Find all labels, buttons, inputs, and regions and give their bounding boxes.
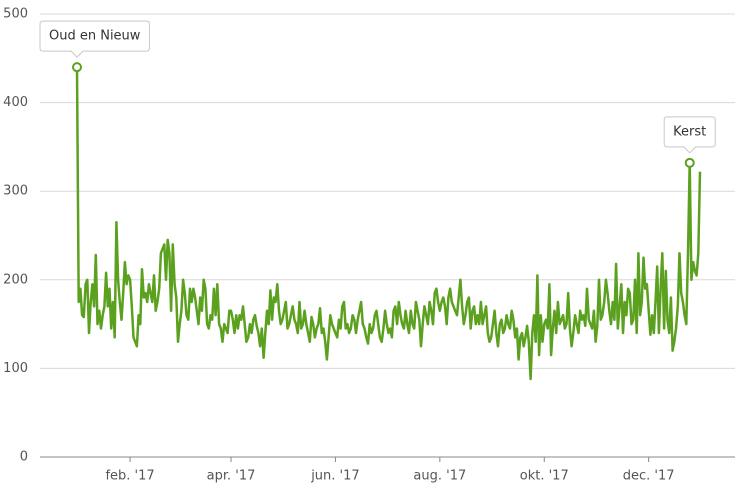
y-tick-label: 200: [3, 272, 28, 287]
x-tick-label: aug. '17: [413, 469, 466, 484]
y-tick-label: 500: [3, 7, 28, 22]
data-line: [75, 67, 702, 381]
y-tick-label: 300: [3, 184, 28, 199]
y-tick-label: 100: [3, 361, 28, 376]
y-tick-label: 0: [20, 450, 28, 465]
annotation-marker: [72, 62, 82, 73]
x-tick-label: dec. '17: [623, 469, 675, 484]
annotation-box: [39, 20, 150, 58]
annotation-box: [663, 116, 716, 154]
annotation: Kerst: [663, 116, 716, 154]
annotation-label: Kerst: [673, 124, 706, 139]
y-tick-label: 400: [3, 95, 28, 110]
annotation-marker: [684, 157, 695, 168]
annotation: Oud en Nieuw: [39, 20, 150, 58]
x-tick-label: apr. '17: [207, 469, 256, 484]
x-tick-label: feb. '17: [105, 469, 154, 484]
annotation-label: Oud en Nieuw: [49, 29, 141, 44]
x-tick-label: jun. '17: [310, 469, 359, 484]
x-tick-label: okt. '17: [520, 469, 569, 484]
